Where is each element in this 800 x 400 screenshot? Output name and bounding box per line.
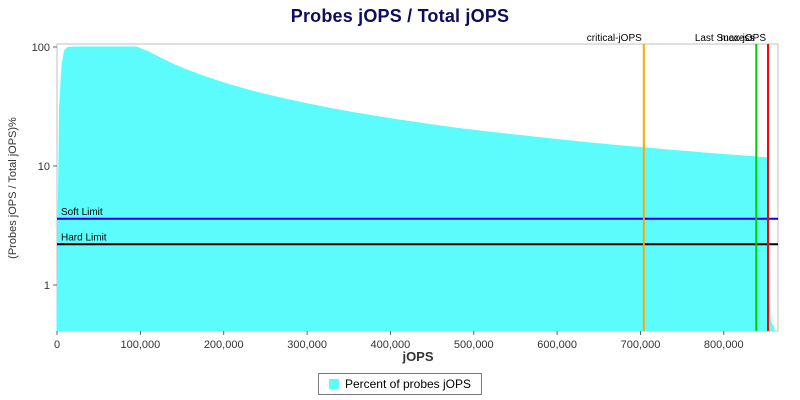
soft-limit-label: Soft Limit (61, 207, 103, 218)
x-tick-label: 100,000 (121, 339, 161, 351)
hard-limit-label: Hard Limit (61, 232, 107, 243)
legend-swatch-icon (328, 379, 339, 389)
chart-title: Probes jOPS / Total jOPS (290, 6, 510, 26)
max-jops-label: max-jOPS (720, 33, 766, 44)
legend: Percent of probes jOPS (317, 373, 483, 395)
y-tick-label: 10 (38, 161, 50, 173)
x-tick-label: 600,000 (537, 339, 577, 351)
y-tick-label: 1 (44, 280, 50, 292)
legend-label: Percent of probes jOPS (344, 377, 472, 391)
x-axis-label: jOPS (401, 349, 433, 364)
last-success-label: Last Success (695, 33, 754, 44)
x-tick-label: 800,000 (704, 339, 744, 351)
critical-jops-label: critical-jOPS (587, 33, 642, 44)
x-tick-label: 0 (54, 339, 60, 351)
x-tick-label: 200,000 (204, 339, 244, 351)
x-tick-label: 500,000 (454, 339, 494, 351)
y-axis-label: (Probes jOPS / Total jOPS)% (7, 117, 19, 259)
x-tick-label: 300,000 (287, 339, 327, 351)
x-tick-label: 700,000 (621, 339, 661, 351)
y-tick-label: 100 (32, 42, 50, 54)
x-tick-label: 400,000 (371, 339, 411, 351)
